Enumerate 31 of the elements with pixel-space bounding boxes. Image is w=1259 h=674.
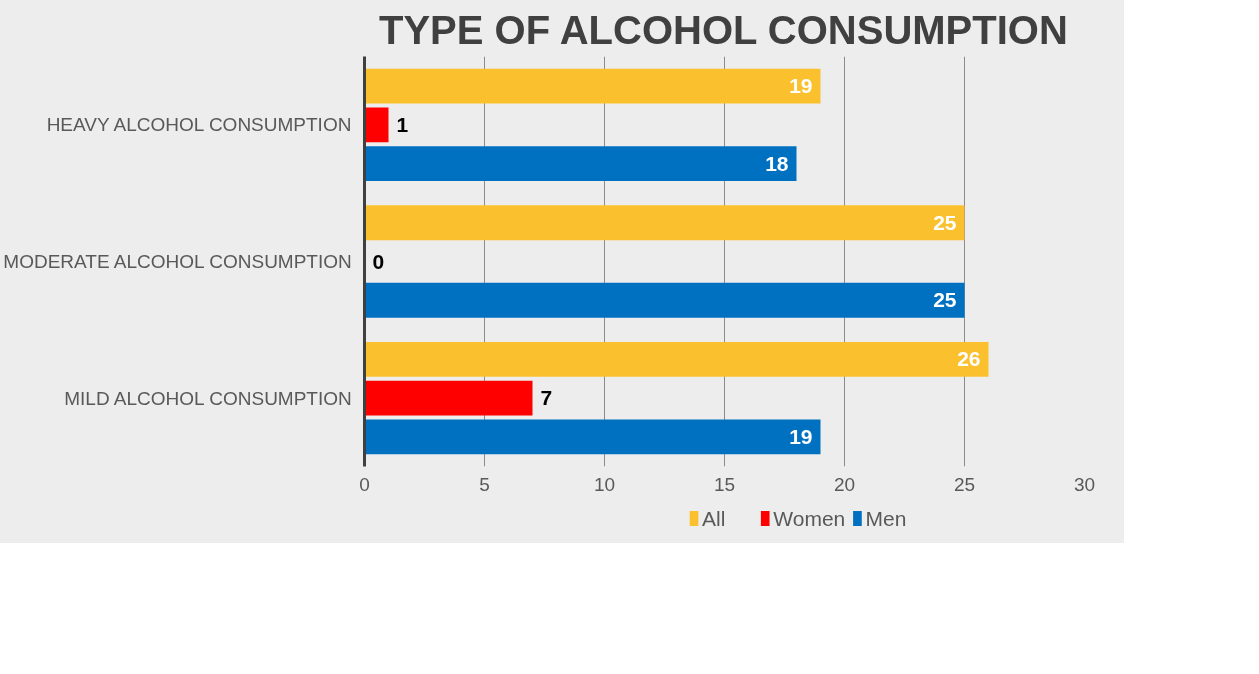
x-tick-label: 30 <box>1073 473 1096 495</box>
y-tick-label: MODERATE ALCOHOL CONSUMPTION <box>3 251 352 272</box>
x-tick-label: 20 <box>833 473 856 495</box>
x-tick-label: 25 <box>953 473 976 495</box>
data-label: 25 <box>933 288 957 312</box>
data-label: 19 <box>789 424 813 448</box>
bar <box>364 419 821 455</box>
data-label: 7 <box>540 386 553 410</box>
bar <box>364 205 965 241</box>
x-tick-label: 0 <box>359 473 370 495</box>
chart-title: TYPE OF ALCOHOL CONSUMPTION <box>378 7 1068 52</box>
bar <box>364 107 389 143</box>
data-label: 1 <box>396 112 409 136</box>
data-label: 0 <box>372 249 385 273</box>
y-tick-label: HEAVY ALCOHOL CONSUMPTION <box>46 114 352 136</box>
x-tick-label: 15 <box>713 473 736 495</box>
bar <box>364 342 989 377</box>
data-label: 19 <box>789 74 813 98</box>
y-tick-label: MILD ALCOHOL CONSUMPTION <box>64 387 352 409</box>
legend-label: Women <box>773 507 846 530</box>
x-tick-label: 5 <box>479 473 490 495</box>
bar <box>364 380 533 416</box>
bar <box>364 282 965 318</box>
data-label: 18 <box>765 151 789 175</box>
bar <box>364 146 797 181</box>
x-tick-label: 10 <box>593 473 616 495</box>
data-label: 25 <box>933 210 957 234</box>
legend-label: Men <box>865 507 907 530</box>
legend-label: All <box>702 507 726 530</box>
bar <box>364 68 821 104</box>
data-label: 26 <box>957 347 981 371</box>
